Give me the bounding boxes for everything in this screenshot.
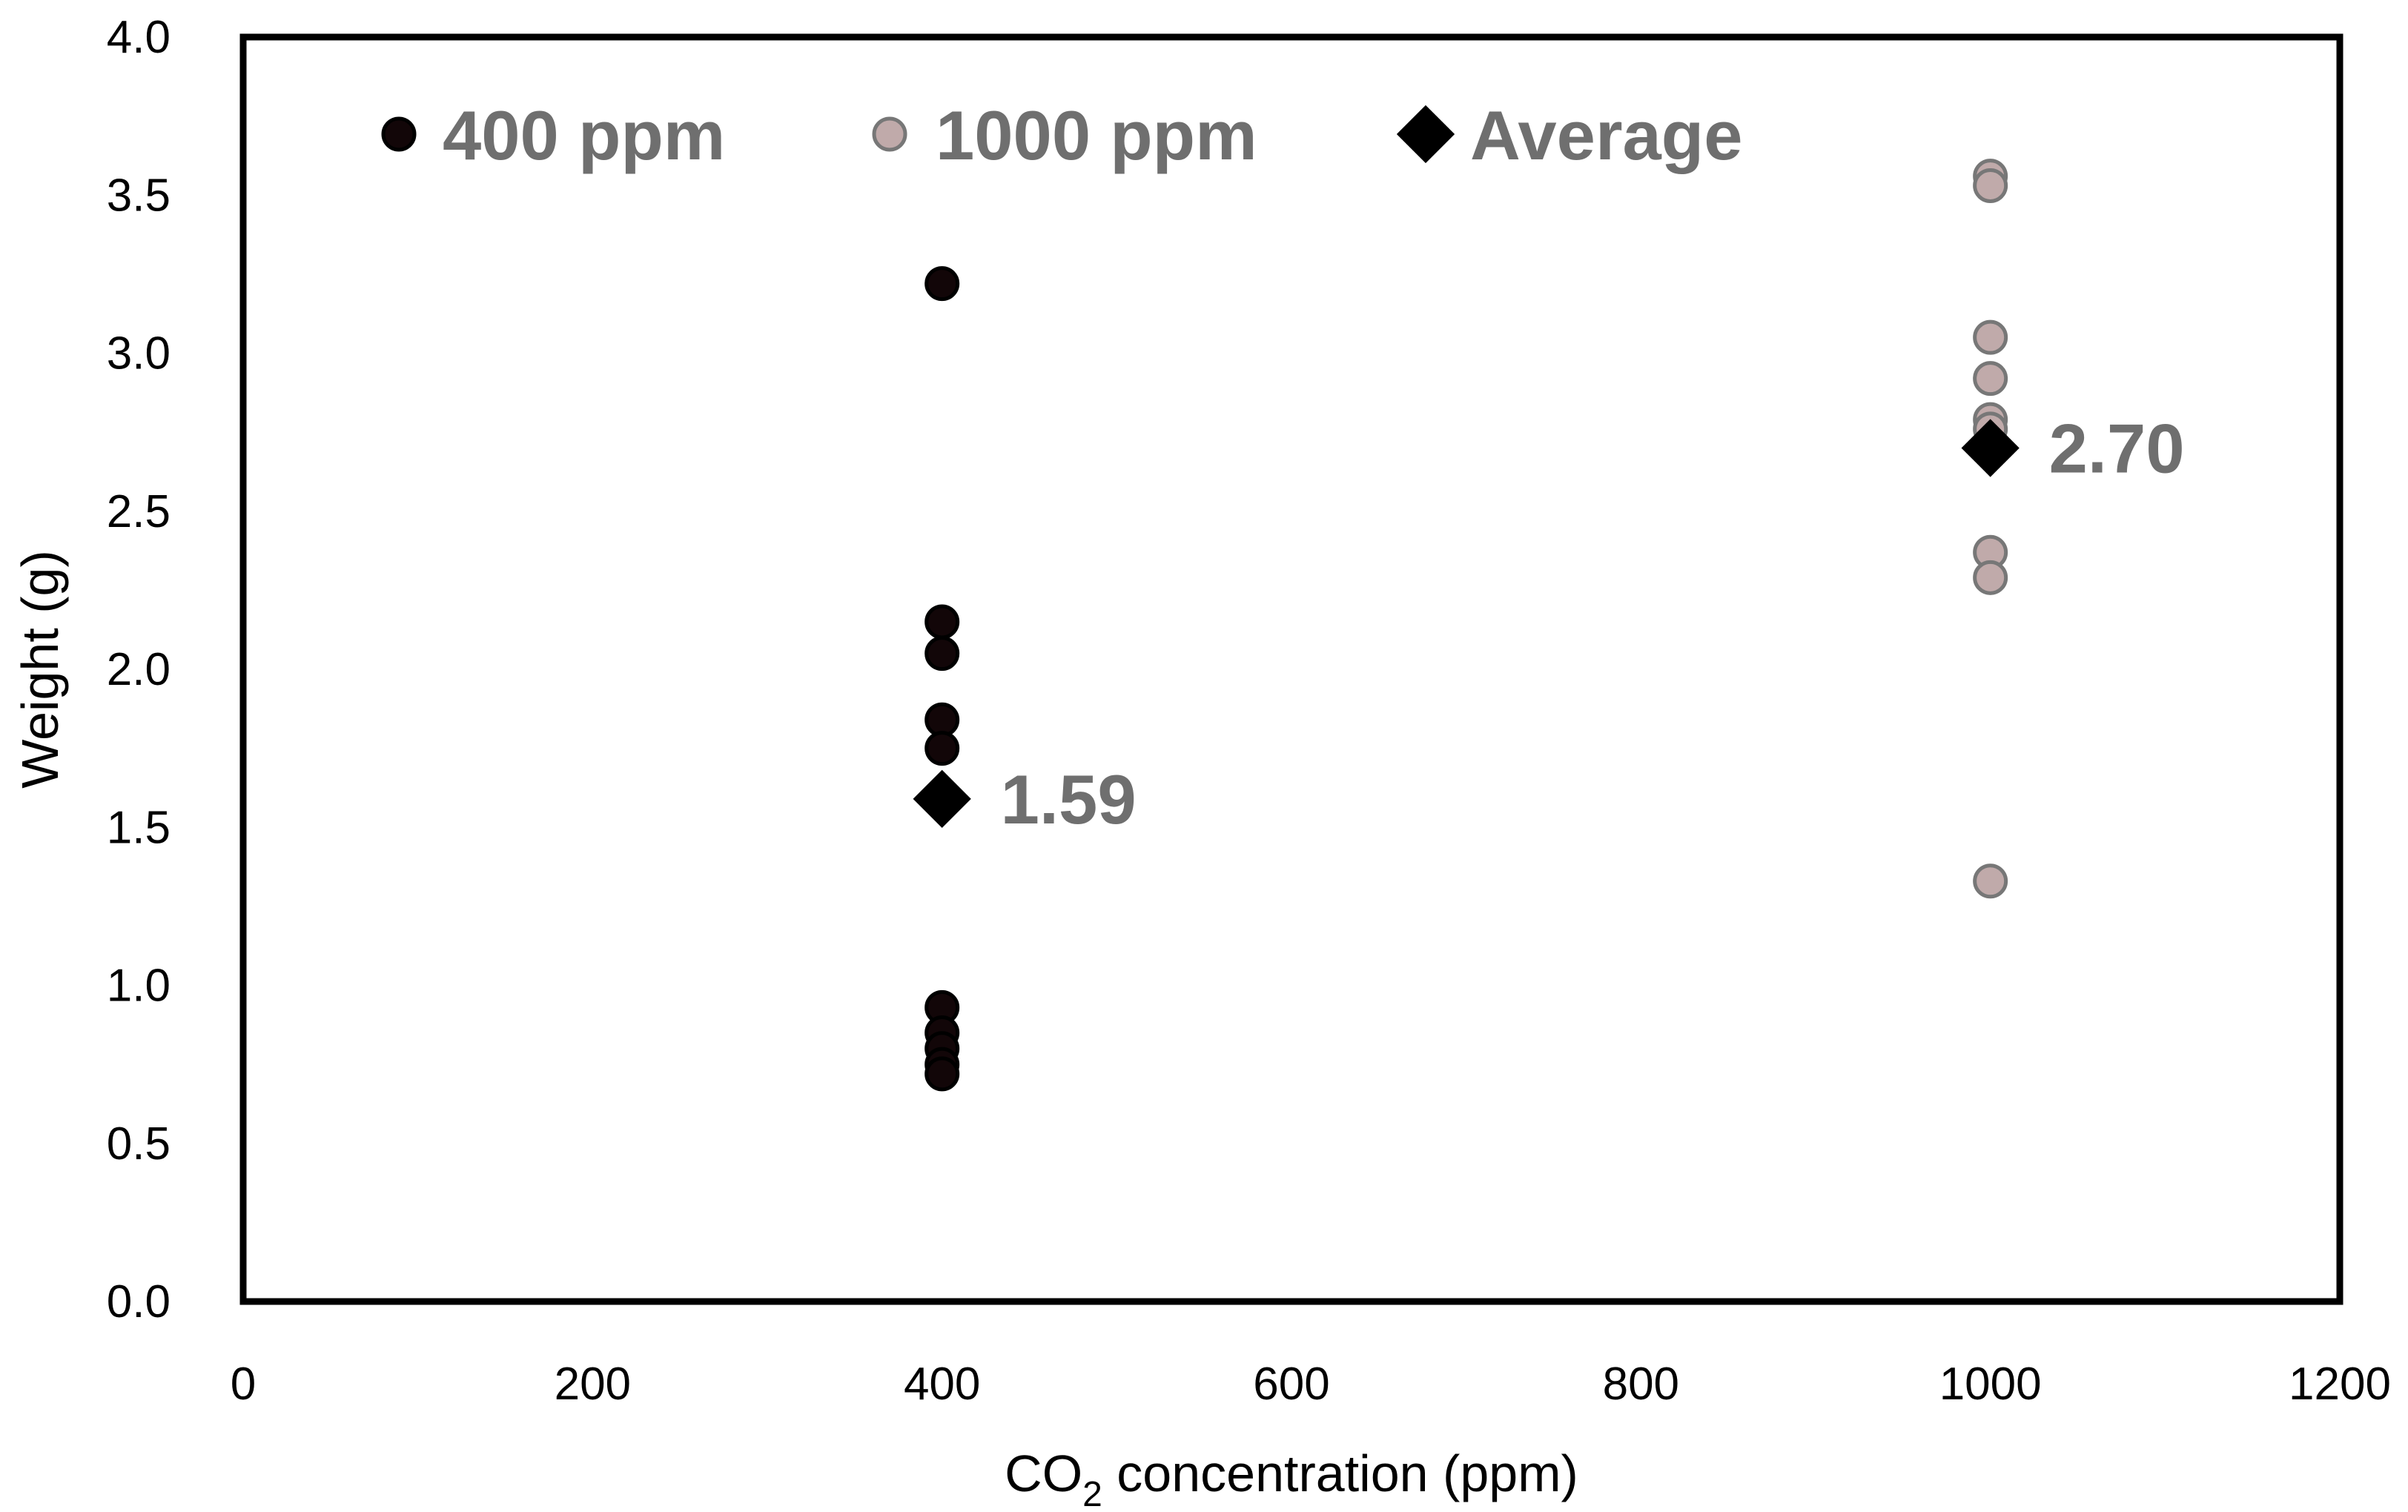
legend-label: Average	[1470, 96, 1743, 174]
x-tick-label: 600	[1253, 1359, 1329, 1410]
x-tick-label: 1200	[2289, 1359, 2391, 1410]
data-point	[924, 731, 960, 766]
legend-marker	[381, 116, 417, 152]
legend-label: 400 ppm	[443, 96, 725, 174]
average-marker	[1961, 419, 2020, 477]
data-point	[924, 702, 960, 737]
plot-area-frame	[239, 33, 2344, 1305]
legend-marker	[872, 116, 907, 152]
y-tick-label: 0.0	[107, 1276, 171, 1327]
x-tick-label: 1000	[1939, 1359, 2042, 1410]
legend-item-1000-ppm: 1000 ppm	[872, 96, 1257, 174]
y-tick-label: 0.5	[107, 1118, 171, 1170]
x-axis-title-suffix: concentration (ppm)	[1102, 1445, 1578, 1502]
data-point	[1973, 361, 2008, 397]
x-axis-title-prefix: CO	[1005, 1445, 1082, 1502]
y-tick-label: 3.5	[107, 170, 171, 221]
data-point	[1973, 168, 2008, 203]
legend-marker	[1396, 105, 1455, 164]
legend-label: 1000 ppm	[936, 96, 1257, 174]
x-tick-label: 0	[231, 1359, 256, 1410]
average-data-label: 1.59	[1001, 760, 1137, 838]
y-axis-ticks: 0.0 0.5 1.0 1.5 2.0 2.5 3.0 3.5 4.0	[107, 12, 171, 1327]
x-axis-ticks: 0 200 400 600 800 1000 1200	[231, 1359, 2391, 1410]
data-series: 1.59 2.70	[913, 159, 2185, 1092]
y-axis-title: Weight (g)	[11, 550, 69, 789]
x-tick-label: 400	[904, 1359, 980, 1410]
data-point	[924, 636, 960, 672]
y-tick-label: 4.0	[107, 12, 171, 63]
y-tick-label: 3.0	[107, 328, 171, 379]
average-data-label: 2.70	[2049, 409, 2185, 487]
data-point	[924, 266, 960, 302]
y-tick-label: 2.0	[107, 644, 171, 695]
legend-item-400-ppm: 400 ppm	[381, 96, 725, 174]
data-point	[924, 1056, 960, 1092]
y-tick-label: 1.0	[107, 961, 171, 1012]
data-point	[1973, 863, 2008, 899]
legend-item-average: Average	[1396, 96, 1743, 174]
x-axis-title-subscript: 2	[1082, 1475, 1102, 1512]
data-point	[924, 604, 960, 640]
series-400-ppm	[924, 266, 960, 1092]
y-tick-label: 2.5	[107, 486, 171, 537]
x-tick-label: 800	[1603, 1359, 1679, 1410]
data-point	[1973, 560, 2008, 595]
x-tick-label: 200	[555, 1359, 631, 1410]
y-tick-label: 1.5	[107, 802, 171, 853]
x-axis-title: CO2 concentration (ppm)	[1005, 1445, 1578, 1512]
data-point	[1973, 319, 2008, 355]
average-marker	[913, 769, 971, 828]
legend: 400 ppm 1000 ppm Average	[381, 96, 1743, 174]
series-average: 1.59 2.70	[913, 409, 2185, 838]
